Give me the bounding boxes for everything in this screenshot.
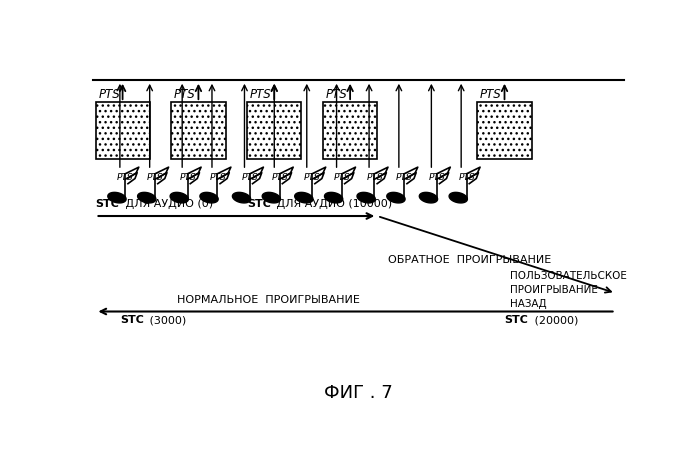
Text: PTS: PTS [98, 88, 120, 101]
Text: PTS: PTS [117, 173, 134, 181]
Text: ДЛЯ АУДИО (0): ДЛЯ АУДИО (0) [122, 198, 212, 208]
Text: (3000): (3000) [146, 315, 186, 325]
Text: PTS: PTS [366, 173, 383, 181]
Text: ДЛЯ АУДИО (10000): ДЛЯ АУДИО (10000) [273, 198, 392, 208]
Polygon shape [138, 193, 156, 204]
Polygon shape [449, 193, 468, 204]
Text: STC: STC [96, 198, 120, 208]
Polygon shape [262, 193, 280, 204]
Text: PTS: PTS [459, 173, 475, 181]
Polygon shape [232, 193, 251, 204]
Text: PTS: PTS [304, 173, 321, 181]
Polygon shape [324, 193, 343, 204]
Text: ПРОИГРЫВАНИЕ: ПРОИГРЫВАНИЕ [510, 285, 598, 295]
Text: STC: STC [505, 315, 528, 325]
Text: PTS: PTS [428, 173, 445, 181]
Text: PTS: PTS [334, 173, 350, 181]
Polygon shape [170, 193, 188, 204]
Text: STC: STC [247, 198, 271, 208]
Bar [323, 103, 377, 160]
Text: STC: STC [120, 315, 144, 325]
Text: PTS: PTS [480, 88, 502, 101]
Polygon shape [387, 193, 405, 204]
Text: PTS: PTS [180, 173, 196, 181]
Text: PTS: PTS [209, 173, 226, 181]
Text: PTS: PTS [250, 88, 272, 101]
Text: (20000): (20000) [531, 315, 578, 325]
Polygon shape [200, 193, 218, 204]
Polygon shape [419, 193, 438, 204]
Polygon shape [108, 193, 126, 204]
Text: PTS: PTS [174, 88, 196, 101]
Text: НАЗАД: НАЗАД [510, 298, 547, 308]
Text: НОРМАЛЬНОЕ  ПРОИГРЫВАНИЕ: НОРМАЛЬНОЕ ПРОИГРЫВАНИЕ [177, 295, 359, 305]
Text: ОБРАТНОЕ  ПРОИГРЫВАНИЕ: ОБРАТНОЕ ПРОИГРЫВАНИЕ [388, 254, 552, 264]
Bar [171, 103, 226, 160]
Text: PTS: PTS [271, 173, 288, 181]
Text: PTS: PTS [147, 173, 164, 181]
Bar [477, 103, 532, 160]
Polygon shape [357, 193, 375, 204]
Text: ПОЛЬЗОВАТЕЛЬСКОЕ: ПОЛЬЗОВАТЕЛЬСКОЕ [510, 271, 627, 281]
Text: PTS: PTS [242, 173, 259, 181]
Text: PTS: PTS [326, 88, 347, 101]
Text: ФИГ . 7: ФИГ . 7 [324, 384, 393, 402]
Polygon shape [295, 193, 313, 204]
Text: PTS: PTS [396, 173, 413, 181]
Bar [96, 103, 150, 160]
Bar [247, 103, 301, 160]
